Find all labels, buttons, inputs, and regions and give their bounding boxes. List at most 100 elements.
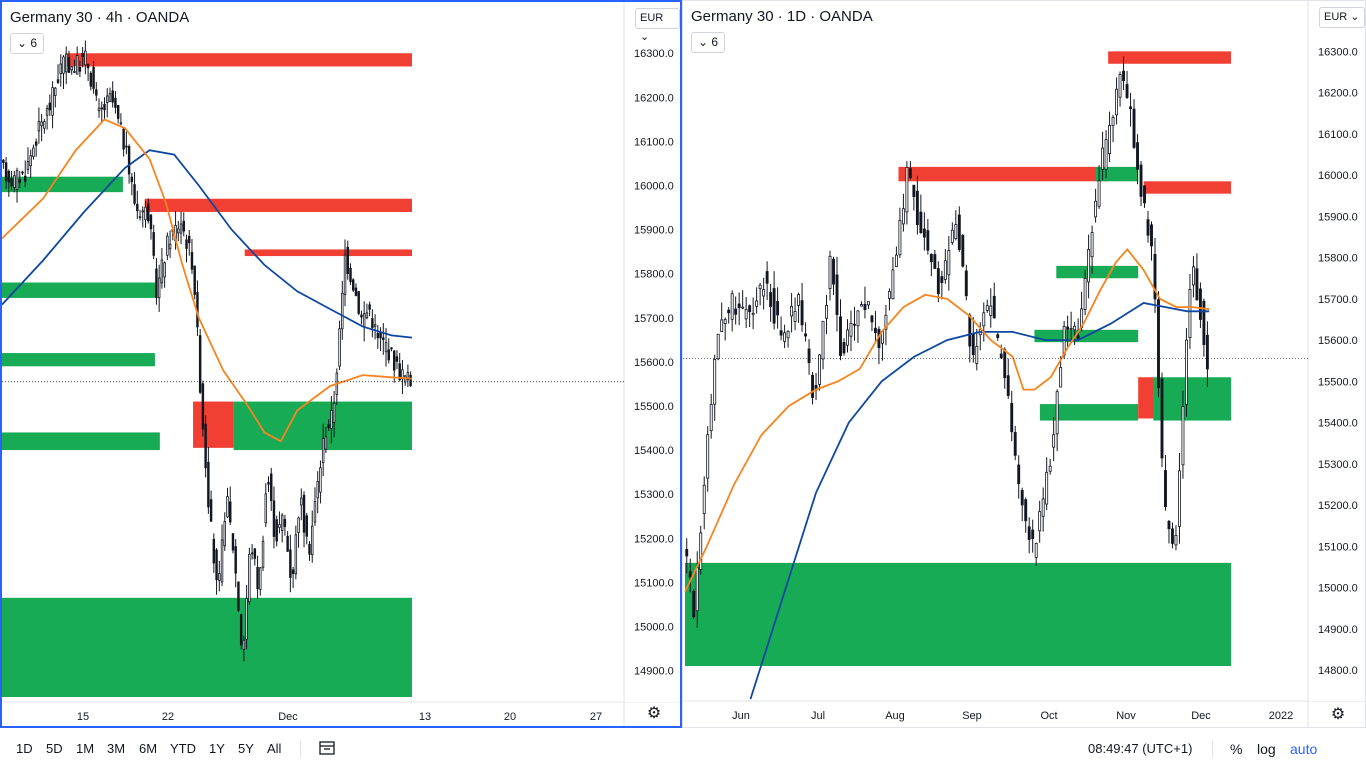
range-1d-button[interactable]: 1D <box>16 741 33 756</box>
candle-body <box>201 383 205 430</box>
candle-body <box>95 89 98 96</box>
candle <box>1115 77 1119 125</box>
percent-toggle[interactable]: % <box>1230 741 1243 757</box>
time-axis-label: 2022 <box>1269 710 1293 722</box>
candle-body <box>779 330 783 336</box>
candle-body <box>1143 185 1146 204</box>
range-5y-button[interactable]: 5Y <box>238 741 254 756</box>
candle-body <box>212 538 216 564</box>
range-3m-button[interactable]: 3M <box>107 741 126 756</box>
candle <box>209 490 213 522</box>
candle <box>891 256 895 300</box>
candle-body <box>330 409 333 429</box>
indicator-count: 6 <box>30 36 38 50</box>
candle-body <box>24 175 27 182</box>
candle-body <box>1048 465 1052 472</box>
price-axis-label: 16100.0 <box>634 136 674 148</box>
candle <box>692 589 696 619</box>
range-1m-button[interactable]: 1M <box>76 741 95 756</box>
compare-icon[interactable] <box>318 739 336 757</box>
candle-body <box>111 90 114 103</box>
time-axis-label: Jun <box>732 710 750 722</box>
candle <box>261 535 265 571</box>
candle-body <box>10 178 13 187</box>
candle-body <box>300 497 303 506</box>
candle <box>898 207 902 258</box>
chart-panel-left[interactable]: Germany 30 · 4h · OANDA ⌄ 6 EUR ⌄ 16300.… <box>0 0 682 728</box>
candle <box>81 47 84 68</box>
candle-body <box>242 639 246 650</box>
candle <box>212 533 216 573</box>
chart-panel-right[interactable]: Germany 30 · 1D · OANDA ⌄ 6 EUR ⌄ 16300.… <box>682 0 1366 728</box>
demand-zone <box>2 282 156 298</box>
candle-body <box>40 121 43 127</box>
range-1y-button[interactable]: 1Y <box>209 741 225 756</box>
gear-icon[interactable]: ⚙ <box>1330 706 1346 723</box>
candle-body <box>1101 147 1105 170</box>
candle-body <box>912 184 916 198</box>
candle-body <box>1153 254 1157 300</box>
candle-body <box>245 598 248 640</box>
candle-body <box>1118 74 1122 98</box>
price-axis-label: 14900.0 <box>1318 624 1358 636</box>
time-axis-label: 13 <box>419 711 431 723</box>
gear-icon[interactable]: ⚙ <box>646 705 662 722</box>
candle-body <box>860 304 863 307</box>
candle <box>971 317 975 363</box>
log-toggle[interactable]: log <box>1257 741 1276 757</box>
currency-button[interactable]: EUR ⌄ <box>1319 7 1365 28</box>
price-chart[interactable]: 16300.0 16200.0 16100.0 16000.0 15900.0 15800… <box>683 1 1365 727</box>
candle-body <box>863 303 867 311</box>
candle-body <box>947 250 951 276</box>
candle-body <box>821 320 825 360</box>
candle-body <box>1069 327 1073 330</box>
candle <box>961 234 965 268</box>
candle <box>1143 185 1146 208</box>
range-ytd-button[interactable]: YTD <box>170 741 196 756</box>
candle-body <box>1198 288 1202 320</box>
candle <box>264 483 267 528</box>
auto-toggle[interactable]: auto <box>1290 741 1318 757</box>
candle <box>790 293 794 333</box>
range-all-button[interactable]: All <box>267 741 282 756</box>
candle <box>390 347 393 352</box>
candle <box>119 113 123 126</box>
indicator-toggle[interactable]: ⌄ 6 <box>10 33 45 54</box>
candle <box>73 59 76 74</box>
candle <box>89 71 93 91</box>
moving-average-fast-line <box>684 247 1210 593</box>
candle <box>685 538 689 574</box>
candle-body <box>730 293 734 320</box>
candle <box>51 81 54 129</box>
candle-body <box>401 369 404 380</box>
candle-body <box>343 254 347 295</box>
currency-button[interactable]: EUR ⌄ <box>635 8 680 43</box>
candle <box>343 239 347 307</box>
candle <box>250 543 254 560</box>
candle-body <box>13 175 16 188</box>
candle <box>737 292 741 326</box>
candle-body <box>1020 489 1024 506</box>
range-6m-button[interactable]: 6M <box>139 741 158 756</box>
candle <box>84 40 87 75</box>
candle <box>406 364 410 388</box>
candle <box>114 91 117 114</box>
candle-body <box>950 229 954 243</box>
candle <box>45 104 49 130</box>
candle <box>912 184 916 211</box>
candle-body <box>15 170 19 190</box>
candle <box>1108 111 1112 163</box>
candle <box>769 283 773 322</box>
candle <box>839 299 842 361</box>
candle-body <box>259 567 262 590</box>
candle-body <box>1164 470 1167 508</box>
candle <box>982 302 986 342</box>
indicator-toggle[interactable]: ⌄ 6 <box>691 32 726 53</box>
candle-body <box>908 168 912 179</box>
candle <box>270 467 273 511</box>
range-5d-button[interactable]: 5D <box>46 741 63 756</box>
price-chart[interactable]: 16300.0 16200.0 16100.0 16000.0 15900.0 15800… <box>2 2 680 726</box>
candle <box>1031 519 1035 553</box>
candle <box>989 288 993 328</box>
clock[interactable]: 08:49:47 (UTC+1) <box>1088 741 1193 756</box>
